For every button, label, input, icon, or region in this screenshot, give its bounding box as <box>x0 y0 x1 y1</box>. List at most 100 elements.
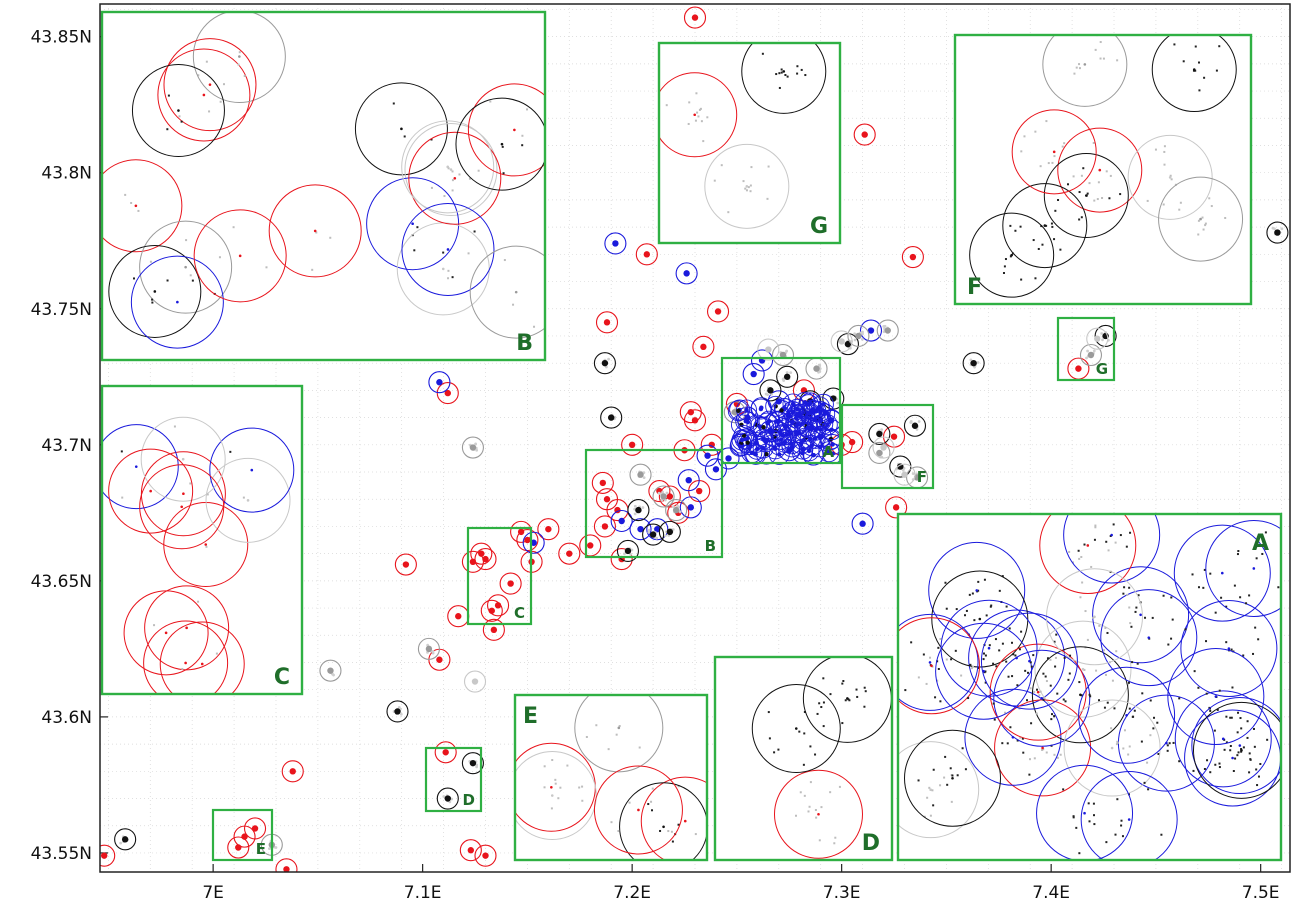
inset-dot <box>1259 762 1262 765</box>
y-tick-label: 43.75N <box>31 300 92 320</box>
data-point <box>587 542 594 549</box>
source-box <box>584 448 724 559</box>
inset-dot <box>512 303 515 306</box>
inset-dot <box>1056 692 1059 695</box>
inset-center <box>134 204 138 208</box>
inset-dot <box>1264 531 1267 534</box>
inset-dot <box>945 658 948 661</box>
point-halo <box>629 463 652 486</box>
inset-center <box>1083 811 1086 815</box>
inset-dot <box>1225 715 1228 718</box>
data-point <box>700 343 707 351</box>
point-halo <box>853 123 876 146</box>
inset-dot <box>1128 606 1131 609</box>
inset-dot <box>1051 161 1054 164</box>
inset-dot <box>181 667 184 670</box>
point-cluster-dot <box>332 673 335 677</box>
inset-dot <box>1182 60 1185 63</box>
inset-dot <box>1146 199 1149 202</box>
inset-dot <box>1102 649 1105 652</box>
inset-center <box>1036 690 1040 694</box>
inset-dot <box>925 682 928 685</box>
inset-dot <box>815 816 818 819</box>
inset-dot <box>430 186 433 189</box>
inset-dot <box>124 193 127 196</box>
inset-circle <box>131 64 225 158</box>
data-point <box>660 493 667 500</box>
point-cluster-dot <box>655 536 658 540</box>
inset-dot <box>780 68 783 71</box>
inset-C: C <box>100 384 304 696</box>
cluster-point <box>779 408 784 413</box>
inset-dot <box>443 195 446 198</box>
point-cluster-dot <box>789 371 793 375</box>
cluster-halo <box>765 395 787 417</box>
inset-dot <box>1119 193 1122 196</box>
inset-center <box>1199 217 1202 221</box>
point-halo <box>847 324 870 348</box>
inset-dot <box>1037 247 1040 250</box>
source-box <box>1056 316 1116 382</box>
inset-background <box>955 35 1251 304</box>
inset-dot <box>1203 76 1206 79</box>
inset-background <box>515 695 707 860</box>
inset-dot <box>1149 699 1152 702</box>
inset-center <box>1147 636 1151 639</box>
inset-dot <box>1129 622 1132 625</box>
inset-dot <box>1072 815 1075 818</box>
inset-dot <box>780 71 783 74</box>
inset-dot <box>166 128 169 131</box>
inset-dot <box>1045 751 1048 754</box>
inset-dot <box>946 783 949 786</box>
inset-dot <box>1170 637 1173 640</box>
inset-dot <box>618 725 621 728</box>
inset-dot <box>1086 638 1089 641</box>
inset-circle <box>108 244 202 338</box>
x-tick-label: 7.5E <box>1242 883 1280 903</box>
point-halo <box>417 637 440 660</box>
inset-dot <box>1254 626 1257 629</box>
inset-dot <box>1252 652 1255 655</box>
inset-dot <box>1009 726 1012 729</box>
point-halo <box>893 463 916 486</box>
inset-label: B <box>516 331 533 356</box>
inset-dot <box>1122 747 1125 750</box>
inset-dot <box>833 842 836 845</box>
inset-center <box>1168 176 1172 179</box>
inset-dot <box>237 63 240 66</box>
point-halo <box>635 243 658 266</box>
point-cluster-dot <box>853 332 857 336</box>
cluster-point <box>736 408 741 413</box>
inset-dot <box>749 190 752 193</box>
inset-dot <box>1004 258 1007 261</box>
inset-dot <box>1192 769 1195 772</box>
inset-dot <box>137 209 140 212</box>
inset-dot <box>1240 727 1243 730</box>
inset-dot <box>931 789 934 792</box>
inset-dot <box>1230 716 1233 719</box>
inset-dot <box>820 706 823 709</box>
inset-dot <box>702 140 705 143</box>
inset-dot <box>243 74 246 77</box>
inset-center <box>745 185 749 188</box>
point-cluster-dot <box>647 528 651 532</box>
inset-dot <box>1068 672 1071 675</box>
inset-dot <box>977 667 980 670</box>
inset-dot <box>822 701 825 704</box>
inset-dot <box>1067 678 1070 681</box>
inset-dot <box>1146 761 1149 764</box>
inset-dot <box>1094 524 1097 527</box>
inset-center <box>1028 659 1031 663</box>
inset-dot <box>1215 69 1218 72</box>
inset-dot <box>1086 192 1089 195</box>
data-point <box>704 452 711 459</box>
point-cluster-dot <box>861 330 864 334</box>
inset-dot <box>671 840 674 843</box>
inset-circle <box>1158 176 1244 262</box>
inset-dot <box>1123 586 1126 589</box>
inset-dot <box>1197 219 1200 222</box>
inset-dot <box>956 774 959 777</box>
inset-dot <box>1004 711 1007 714</box>
inset-center <box>177 109 180 112</box>
inset-dot <box>1053 716 1056 719</box>
